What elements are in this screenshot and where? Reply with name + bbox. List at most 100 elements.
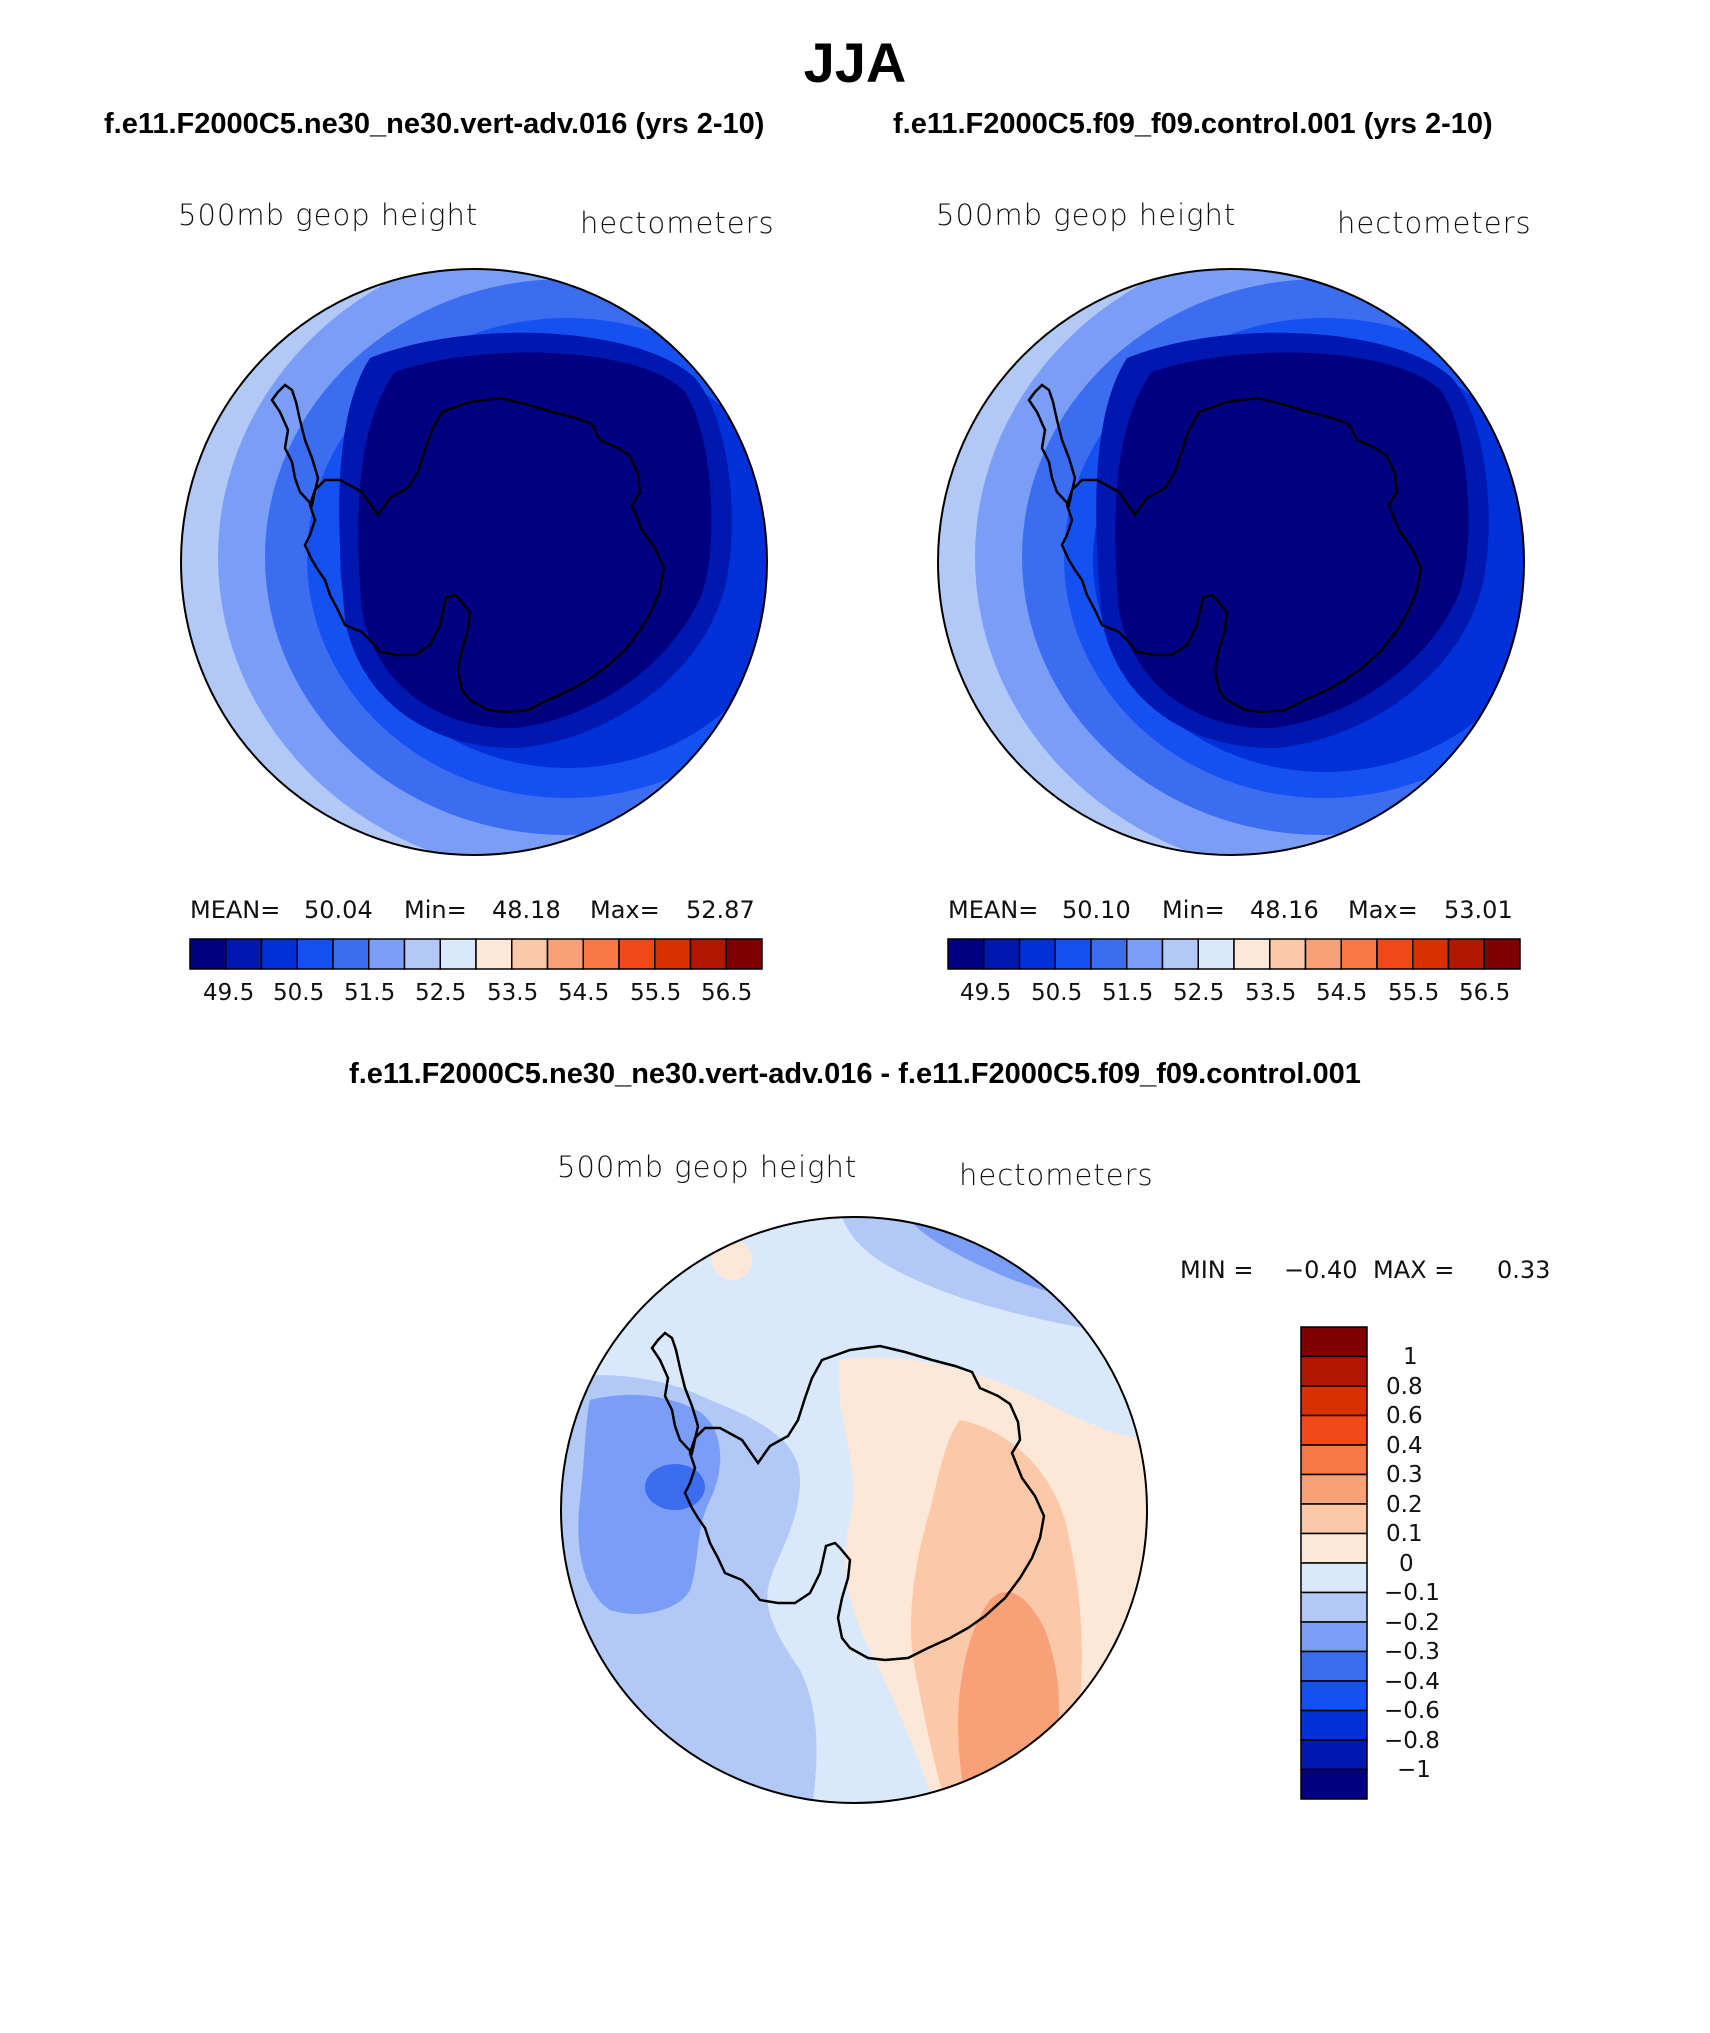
left-case-title: f.e11.F2000C5.ne30_ne30.vert-adv.016 (yr… [104, 108, 765, 140]
right-units-label: hectometers [1337, 206, 1532, 240]
colorbar-swatch [983, 938, 1021, 970]
right-mean-label: MEAN= [948, 896, 1039, 924]
right-colorbar-tick: 52.5 [1173, 980, 1225, 1006]
left-map-fill [181, 269, 767, 855]
colorbar-swatch [1300, 1591, 1368, 1623]
colorbar-swatch [1300, 1739, 1368, 1771]
right-min-label: Min= [1162, 896, 1225, 924]
right-min-value: 48.16 [1250, 896, 1319, 924]
colorbar-swatch [1090, 938, 1128, 970]
diff-colorbar-tick: −0.8 [1384, 1728, 1440, 1754]
colorbar-swatch [1300, 1709, 1368, 1741]
left-colorbar-tick: 52.5 [415, 980, 467, 1006]
diff-colorbar-tick: −0.6 [1384, 1698, 1440, 1724]
left-colorbar-tick: 54.5 [558, 980, 610, 1006]
colorbar-swatch [1300, 1444, 1368, 1476]
colorbar-swatch [1300, 1768, 1368, 1800]
diff-colorbar-tick: −1 [1397, 1757, 1431, 1783]
diff-min-label: MIN = [1180, 1256, 1254, 1284]
colorbar-swatch [439, 938, 477, 970]
contour-band [358, 352, 712, 729]
diff-colorbar-tick: 0 [1399, 1551, 1414, 1577]
colorbar-swatch [1340, 938, 1378, 970]
left-colorbar-tick: 55.5 [630, 980, 682, 1006]
colorbar-swatch [1412, 938, 1450, 970]
right-colorbar-tick: 50.5 [1031, 980, 1083, 1006]
colorbar-swatch [1126, 938, 1164, 970]
map-boundary [180, 268, 768, 856]
diff-variable-label: 500mb geop height [557, 1150, 858, 1184]
diff-colorbar-tick: 1 [1403, 1344, 1418, 1370]
colorbar-swatch [1300, 1473, 1368, 1505]
contour-band [712, 1240, 752, 1280]
colorbar-swatch [546, 938, 584, 970]
colorbar-swatch [725, 938, 763, 970]
contour-band [578, 1394, 721, 1614]
left-colorbar [189, 938, 763, 970]
diff-colorbar-tick: −0.2 [1384, 1610, 1440, 1636]
colorbar-swatch [1300, 1385, 1368, 1417]
colorbar-swatch [189, 938, 227, 970]
left-colorbar-tick: 56.5 [701, 980, 753, 1006]
left-min-label: Min= [404, 896, 467, 924]
left-colorbar-tick: 49.5 [203, 980, 255, 1006]
colorbar-swatch [475, 938, 513, 970]
colorbar-swatch [1018, 938, 1056, 970]
right-variable-label: 500mb geop height [936, 198, 1237, 232]
diff-colorbar-tick: 0.8 [1386, 1374, 1423, 1400]
right-case-title: f.e11.F2000C5.f09_f09.control.001 (yrs 2… [893, 108, 1493, 140]
colorbar-swatch [368, 938, 406, 970]
diff-map-fill [561, 1217, 1147, 1803]
diff-colorbar-tick: 0.2 [1386, 1492, 1423, 1518]
diff-max-label: MAX = [1373, 1256, 1455, 1284]
right-colorbar-tick: 49.5 [960, 980, 1012, 1006]
colorbar-swatch [1197, 938, 1235, 970]
diff-max-value: 0.33 [1497, 1256, 1551, 1284]
colorbar-swatch [1300, 1650, 1368, 1682]
colorbar-swatch [1300, 1621, 1368, 1653]
map-boundary [937, 268, 1525, 856]
right-colorbar-tick: 53.5 [1245, 980, 1297, 1006]
diff-colorbar-tick: 0.4 [1386, 1433, 1423, 1459]
colorbar-swatch [1483, 938, 1521, 970]
colorbar-swatch [1304, 938, 1342, 970]
right-colorbar-tick: 54.5 [1316, 980, 1368, 1006]
colorbar-swatch [1300, 1680, 1368, 1712]
map-boundary [560, 1216, 1148, 1804]
difference-title: f.e11.F2000C5.ne30_ne30.vert-adv.016 - f… [349, 1058, 1361, 1090]
left-mean-label: MEAN= [190, 896, 281, 924]
diff-units-label: hectometers [959, 1158, 1154, 1192]
colorbar-swatch [296, 938, 334, 970]
colorbar-swatch [1054, 938, 1092, 970]
diff-colorbar-tick: 0.6 [1386, 1403, 1423, 1429]
left-units-label: hectometers [580, 206, 775, 240]
left-max-label: Max= [590, 896, 660, 924]
left-mean-value: 50.04 [304, 896, 373, 924]
diff-colorbar-tick: 0.1 [1386, 1521, 1423, 1547]
colorbar-swatch [689, 938, 727, 970]
diff-colorbar-tick: −0.3 [1384, 1639, 1440, 1665]
antarctic-peninsula [270, 383, 320, 508]
contour-band [645, 1464, 705, 1510]
colorbar-swatch [1300, 1326, 1368, 1358]
colorbar-swatch [403, 938, 441, 970]
left-colorbar-tick: 50.5 [273, 980, 325, 1006]
left-variable-label: 500mb geop height [178, 198, 479, 232]
diff-colorbar-tick: 0.3 [1386, 1462, 1423, 1488]
left-colorbar-tick: 51.5 [344, 980, 396, 1006]
contour-band [1115, 352, 1469, 729]
colorbar-swatch [1300, 1355, 1368, 1387]
left-colorbar-tick: 53.5 [487, 980, 539, 1006]
figure-title: JJA [803, 31, 907, 94]
right-colorbar [947, 938, 1521, 970]
diff-colorbar-tick: −0.4 [1384, 1669, 1440, 1695]
antarctic-peninsula [650, 1331, 700, 1456]
right-colorbar-tick: 55.5 [1388, 980, 1440, 1006]
colorbar-swatch [332, 938, 370, 970]
colorbar-swatch [1300, 1532, 1368, 1564]
diff-colorbar [1300, 1326, 1368, 1800]
right-colorbar-tick: 51.5 [1102, 980, 1154, 1006]
